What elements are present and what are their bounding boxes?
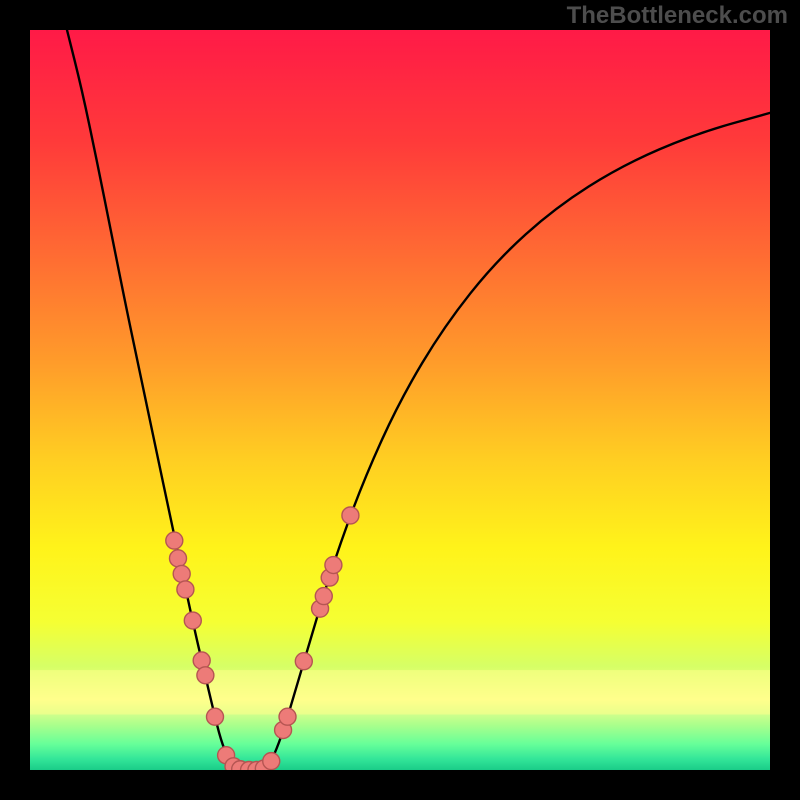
data-marker	[170, 550, 187, 567]
plot-gradient-background	[30, 30, 770, 770]
frame-bottom	[0, 770, 800, 800]
data-marker	[325, 557, 342, 574]
data-marker	[263, 753, 280, 770]
data-marker	[342, 507, 359, 524]
chart-root	[0, 0, 800, 800]
data-marker	[197, 667, 214, 684]
data-marker	[173, 565, 190, 582]
watermark: TheBottleneck.com	[567, 2, 788, 30]
data-marker	[207, 708, 224, 725]
data-marker	[166, 532, 183, 549]
bottleneck-chart	[0, 0, 800, 800]
data-marker	[315, 588, 332, 605]
data-marker	[295, 653, 312, 670]
data-marker	[177, 581, 194, 598]
frame-left	[0, 0, 30, 800]
pale-yellow-band	[30, 670, 770, 714]
data-marker	[184, 612, 201, 629]
data-marker	[279, 708, 296, 725]
frame-right	[770, 0, 800, 800]
